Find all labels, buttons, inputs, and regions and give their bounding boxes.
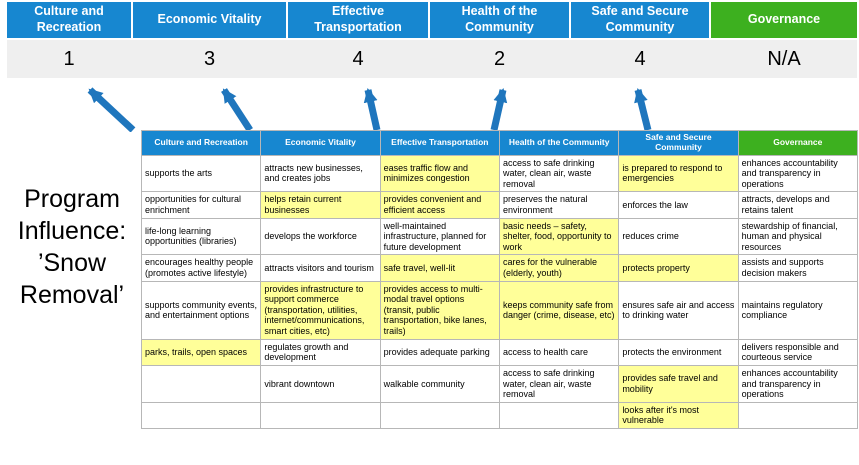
matrix-body: supports the arts attracts new businesses… xyxy=(140,154,859,429)
pillar-header-row: Culture and Recreation Economic Vitality E… xyxy=(7,2,857,38)
matrix-cell: maintains regulatory compliance xyxy=(737,280,859,340)
matrix-cell: ensures safe air and access to drinking … xyxy=(618,280,739,340)
matrix-cell: parks, trails, open spaces xyxy=(140,338,262,366)
matrix-cell: attracts visitors and tourism xyxy=(260,254,381,282)
matrix-cell xyxy=(140,401,262,429)
matrix-row-5: supports community events, and entertain… xyxy=(140,280,859,340)
matrix-cell xyxy=(140,364,262,403)
matrix-cell: opportunities for cultural enrichment xyxy=(140,191,262,219)
matrix-cell: protects property xyxy=(618,254,739,282)
matrix-cell: provides access to multi-modal travel op… xyxy=(379,280,500,340)
arrow-icon-safe xyxy=(634,88,652,131)
matrix-cell: enhances accountability and transparency… xyxy=(737,154,859,193)
pillar-header-effective-transportation: Effective Transportation xyxy=(288,2,428,38)
pillar-score-row: 1 3 4 2 4 N/A xyxy=(7,40,857,78)
matrix-cell: provides adequate parking xyxy=(379,338,500,366)
program-title: Program Influence: ’Snow Removal’ xyxy=(17,185,127,309)
influence-matrix: Culture and Recreation Economic Vitality E… xyxy=(140,130,859,429)
matrix-row-1: supports the arts attracts new businesses… xyxy=(140,154,859,193)
matrix-cell: enforces the law xyxy=(618,191,739,219)
matrix-cell: walkable community xyxy=(379,364,500,403)
matrix-cell: life-long learning opportunities (librar… xyxy=(140,217,262,256)
matrix-cell: basic needs – safety, shelter, food, opp… xyxy=(498,217,620,256)
matrix-row-7: vibrant downtown walkable community access… xyxy=(140,364,859,403)
arrow-icon-economic xyxy=(221,88,253,132)
pillar-header-economic-vitality: Economic Vitality xyxy=(133,2,286,38)
matrix-cell: preserves the natural environment xyxy=(498,191,620,219)
matrix-cell: supports the arts xyxy=(140,154,262,193)
matrix-col-header-safe-and-secure-community: Safe and Secure Community xyxy=(618,130,739,156)
matrix-cell: cares for the vulnerable (elderly, youth… xyxy=(498,254,620,282)
matrix-cell: supports community events, and entertain… xyxy=(140,280,262,340)
matrix-cell: assists and supports decision makers xyxy=(737,254,859,282)
pillar-header-safe-and-secure-community: Safe and Secure Community xyxy=(571,2,709,38)
matrix-cell: vibrant downtown xyxy=(260,364,381,403)
pillar-score-health-of-the-community: 2 xyxy=(493,47,506,70)
pillar-score-culture-and-recreation: 1 xyxy=(63,47,75,70)
matrix-cell: access to safe drinking water, clean air… xyxy=(498,364,620,403)
matrix-cell: eases traffic flow and minimizes congest… xyxy=(379,154,500,193)
matrix-cell xyxy=(379,401,500,429)
matrix-cell: provides convenient and efficient access xyxy=(379,191,500,219)
matrix-cell: delivers responsible and courteous servi… xyxy=(737,338,859,366)
pillar-score-effective-transportation: 4 xyxy=(352,47,364,70)
arrow-icon-transportation xyxy=(363,88,381,131)
matrix-col-header-health-of-the-community: Health of the Community xyxy=(498,130,620,156)
matrix-cell: access to safe drinking water, clean air… xyxy=(498,154,620,193)
influence-arrows-layer xyxy=(87,87,652,132)
matrix-row-2: opportunities for cultural enrichment hel… xyxy=(140,191,859,219)
matrix-row-4: encourages healthy people (promotes acti… xyxy=(140,254,859,282)
matrix-row-6: parks, trails, open spaces regulates grow… xyxy=(140,338,859,366)
matrix-cell xyxy=(260,401,381,429)
matrix-cell: protects the environment xyxy=(618,338,739,366)
matrix-cell: attracts new businesses, and creates job… xyxy=(260,154,381,193)
matrix-cell: regulates growth and development xyxy=(260,338,381,366)
matrix-cell: stewardship of financial, human and phys… xyxy=(737,217,859,256)
matrix-cell: provides safe travel and mobility xyxy=(618,364,739,403)
matrix-row-8: looks after it's most vulnerable xyxy=(140,401,859,429)
matrix-row-3: life-long learning opportunities (librar… xyxy=(140,217,859,256)
matrix-col-header-governance: Governance xyxy=(737,130,859,156)
pillar-score-safe-and-secure-community: 4 xyxy=(634,47,646,70)
matrix-cell xyxy=(498,401,620,429)
matrix-cell: keeps community safe from danger (crime,… xyxy=(498,280,620,340)
matrix-cell: looks after it's most vulnerable xyxy=(618,401,739,429)
matrix-cell: is prepared to respond to emergencies xyxy=(618,154,739,193)
matrix-cell: helps retain current businesses xyxy=(260,191,381,219)
matrix-col-header-effective-transportation: Effective Transportation xyxy=(379,130,500,156)
matrix-col-header-economic-vitality: Economic Vitality xyxy=(260,130,381,156)
matrix-cell: develops the workforce xyxy=(260,217,381,256)
arrow-icon-health xyxy=(490,88,508,131)
matrix-cell: safe travel, well-lit xyxy=(379,254,500,282)
pillar-header-health-of-the-community: Health of the Community xyxy=(430,2,569,38)
matrix-cell: enhances accountability and transparency… xyxy=(737,364,859,403)
matrix-cell: access to health care xyxy=(498,338,620,366)
pillar-header-governance: Governance xyxy=(711,2,857,38)
pillar-header-culture-and-recreation: Culture and Recreation xyxy=(7,2,131,38)
matrix-cell: reduces crime xyxy=(618,217,739,256)
matrix-col-header-culture-and-recreation: Culture and Recreation xyxy=(140,130,262,156)
matrix-cell: provides infrastructure to support comme… xyxy=(260,280,381,340)
matrix-cell xyxy=(737,401,859,429)
matrix-cell: well-maintained infrastructure, planned … xyxy=(379,217,500,256)
pillar-score-economic-vitality: 3 xyxy=(203,47,216,70)
matrix-head-row: Culture and Recreation Economic Vitality E… xyxy=(140,130,859,156)
matrix-cell: encourages healthy people (promotes acti… xyxy=(140,254,262,282)
matrix-cell: attracts, develops and retains talent xyxy=(737,191,859,219)
pillar-score-governance: N/A xyxy=(767,47,801,70)
arrow-icon-culture xyxy=(87,87,136,132)
